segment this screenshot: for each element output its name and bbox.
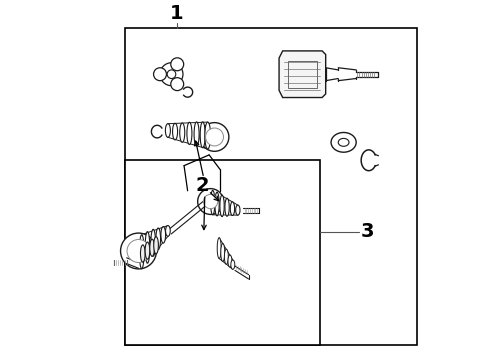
Text: 1: 1 [170,4,184,23]
Circle shape [171,58,184,71]
Circle shape [197,189,223,215]
Circle shape [171,78,184,91]
Bar [288,60,317,88]
Ellipse shape [150,239,154,256]
Ellipse shape [224,249,228,264]
Ellipse shape [154,237,158,254]
Ellipse shape [211,190,215,215]
Ellipse shape [236,205,240,215]
Circle shape [167,70,176,78]
Ellipse shape [141,245,145,262]
Text: 2: 2 [195,176,209,195]
Circle shape [200,123,229,151]
Bar [125,160,320,345]
Ellipse shape [231,260,235,269]
Ellipse shape [331,132,356,152]
Circle shape [121,233,156,269]
Ellipse shape [194,122,199,146]
Circle shape [203,194,218,209]
Ellipse shape [228,255,232,267]
Ellipse shape [225,198,229,216]
Ellipse shape [217,238,221,258]
Circle shape [160,63,183,86]
Ellipse shape [220,195,224,217]
Polygon shape [279,51,326,98]
Ellipse shape [145,242,150,259]
Ellipse shape [151,229,155,256]
Ellipse shape [338,138,349,146]
Ellipse shape [187,122,192,144]
Ellipse shape [230,202,235,216]
Ellipse shape [161,226,166,243]
Ellipse shape [221,243,225,261]
Ellipse shape [200,122,205,148]
Ellipse shape [166,124,171,137]
Ellipse shape [166,226,170,236]
Circle shape [153,68,167,81]
Ellipse shape [215,192,219,216]
Ellipse shape [205,122,211,149]
Ellipse shape [145,231,150,263]
Ellipse shape [180,123,185,142]
Ellipse shape [156,228,161,249]
Ellipse shape [139,235,144,269]
Circle shape [205,128,223,146]
Ellipse shape [172,123,177,140]
Circle shape [127,239,150,262]
Bar [125,28,417,345]
Text: 3: 3 [361,222,374,242]
